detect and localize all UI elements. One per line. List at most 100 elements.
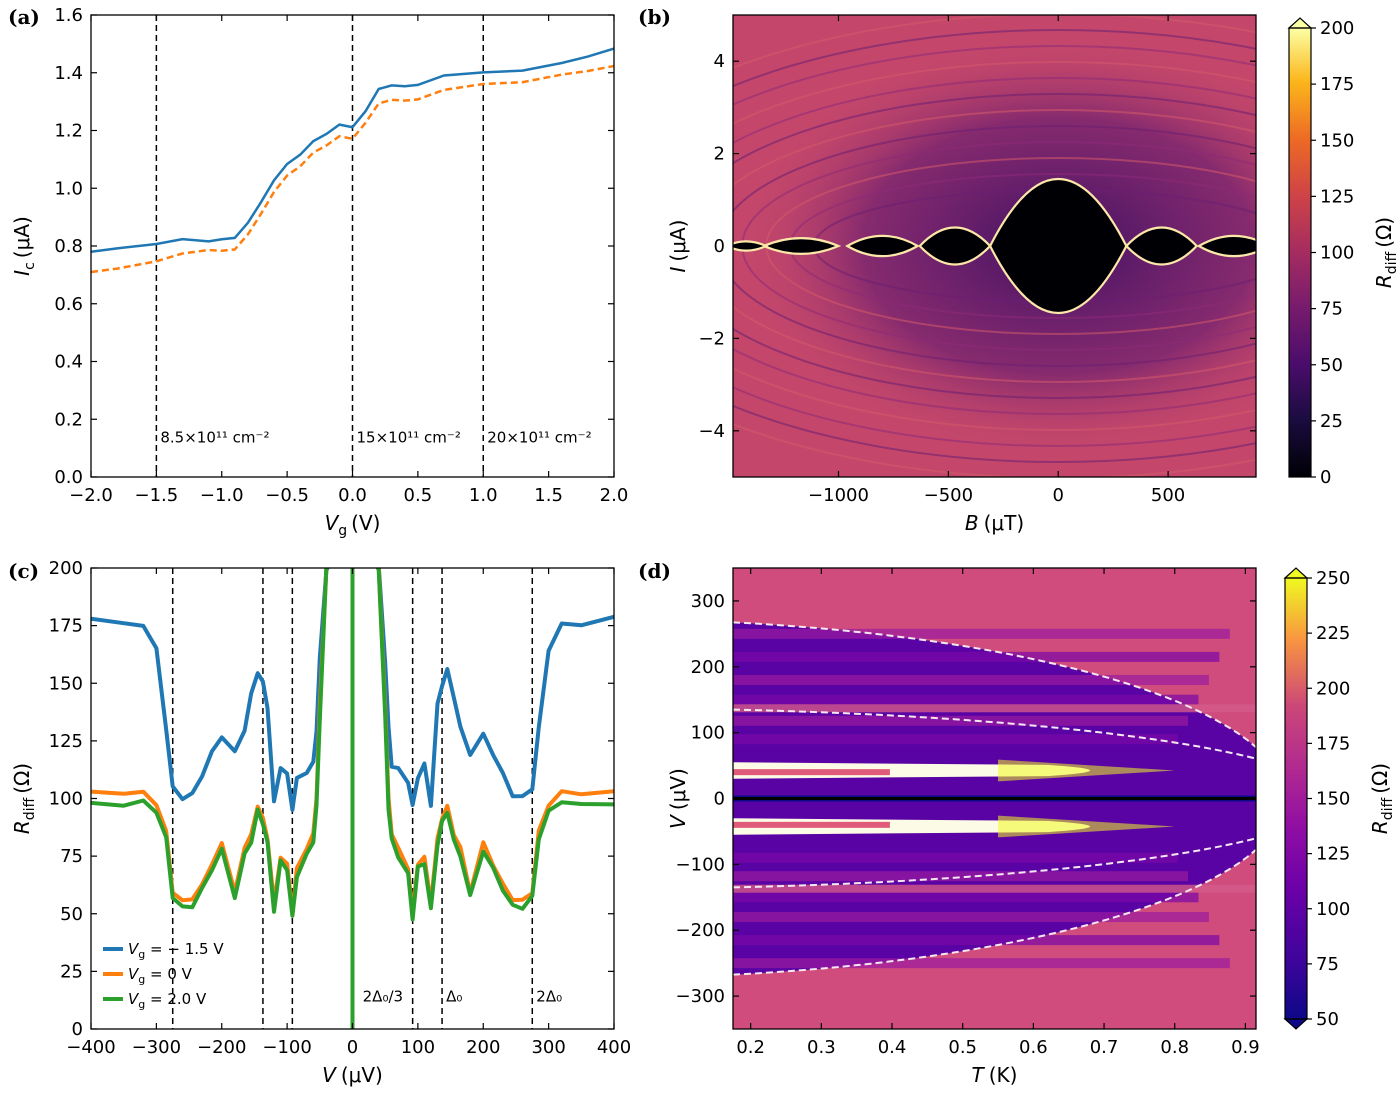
panel-label-b: (b): [638, 5, 671, 29]
x-tick-label: 0.4: [878, 1037, 907, 1058]
interference-fringe: [733, 93, 1256, 399]
x-tick-label: 0.8: [1160, 1037, 1189, 1058]
x-axis-label: T (K): [972, 1063, 1018, 1087]
heatmap-stripe: [733, 958, 1230, 969]
colorbar-label: Rdiff (Ω): [1368, 763, 1396, 834]
heatmap-stripe: [733, 852, 1178, 863]
x-tick-label: −300: [132, 1037, 181, 1058]
y-tick-label: 125: [49, 731, 83, 752]
x-axis-unit: (K): [989, 1063, 1018, 1087]
colorbar-subscript: diff: [1384, 251, 1400, 274]
heatmap-stripe: [733, 694, 1199, 705]
gap-annotation: Δ₀: [446, 987, 462, 1005]
x-tick-label: 1.5: [534, 485, 563, 506]
heatmap-stripe: [733, 935, 1220, 946]
coherence-peak-tail: [998, 815, 1175, 838]
y-tick-label: 1.4: [54, 63, 83, 84]
colorbar-gradient: [1285, 578, 1307, 1019]
colorbar-tick-label: 250: [1316, 568, 1350, 589]
heatmap-stripe: [733, 734, 1178, 745]
colorbar-unit: (Ω): [1372, 217, 1396, 248]
y-tick-label: 0.8: [54, 236, 83, 257]
y-tick-label: 0: [72, 1019, 83, 1040]
x-tick-label: 0.6: [1019, 1037, 1048, 1058]
x-tick-label: 1.0: [469, 485, 498, 506]
x-axis-symbol: B: [965, 511, 979, 535]
density-annotation: 20×10¹¹ cm⁻²: [487, 428, 591, 446]
x-axis-unit: (V): [351, 511, 380, 535]
x-axis-symbol: T: [972, 1063, 986, 1087]
x-tick-label: 200: [466, 1037, 500, 1058]
legend-value: = − 1.5 V: [145, 940, 224, 958]
x-axis-unit: (μT): [984, 511, 1025, 535]
y-tick-label: 1.6: [54, 5, 83, 26]
colorbar-tick-label: 200: [1316, 678, 1350, 699]
y-tick-label: 100: [691, 723, 725, 744]
x-axis-label: Vg (V): [325, 511, 381, 539]
colorbar-tick-label: 175: [1320, 74, 1354, 95]
interference-fringe: [733, 125, 1256, 367]
series-line-solid: [91, 47, 614, 254]
x-axis-subscript: g: [338, 523, 347, 539]
x-tick-label: 2.0: [600, 485, 629, 506]
interference-fringe: [733, 61, 1256, 431]
zero-bias-line: [733, 797, 1256, 800]
zero-resistance-lobe: [733, 240, 769, 252]
y-axis-unit: (μA): [666, 220, 690, 262]
heatmap-stripe: [733, 912, 1209, 923]
legend-subscript: g: [138, 948, 145, 961]
heatmap-stripe: [733, 892, 1199, 903]
x-tick-label: 0.2: [736, 1037, 765, 1058]
panel-d-temperature-map: 0.2 0.3 0.4 0.5 0.6 0.7 0.8 0.9 −300 −200 −100 0 100…: [666, 567, 1396, 1087]
colorbar-tick-label: 100: [1320, 243, 1354, 264]
legend-symbol: V: [128, 965, 140, 983]
colorbar-label: Rdiff (Ω): [1372, 217, 1400, 288]
y-tick-label: 0.2: [54, 409, 83, 430]
y-tick-label: 2: [714, 144, 725, 165]
interference-fringe: [733, 29, 1256, 463]
y-tick-label: 100: [49, 789, 83, 810]
colorbar-tick-label: 200: [1320, 18, 1354, 39]
zero-resistance-lobe: [1196, 234, 1256, 258]
x-tick-label: 0.3: [807, 1037, 836, 1058]
colorbar-tick-label: 150: [1316, 789, 1350, 810]
colorbar-tick-label: 25: [1320, 411, 1343, 432]
legend-value: = 2.0 V: [145, 990, 207, 1008]
y-tick-label: 0: [714, 789, 725, 810]
x-tick-label: 400: [597, 1037, 631, 1058]
y-tick-label: −2: [698, 328, 725, 349]
gap-fit-curve-0: [733, 849, 1256, 976]
heatmap-stripe: [733, 674, 1209, 685]
x-axis-label: B (μT): [965, 511, 1024, 535]
y-tick-label: 175: [49, 616, 83, 637]
zero-resistance-lobe: [760, 237, 842, 255]
y-tick-label: 300: [691, 591, 725, 612]
x-tick-label: 0.5: [404, 485, 433, 506]
x-tick-label: 300: [531, 1037, 565, 1058]
x-tick-label: −0.5: [265, 485, 309, 506]
colorbar-extend-min: [1283, 1018, 1309, 1030]
heatmap-stripe: [733, 871, 1189, 882]
legend-symbol: V: [128, 940, 140, 958]
colorbar-tick-label: 175: [1316, 733, 1350, 754]
x-tick-label: −500: [924, 485, 973, 506]
colorbar-tick-label: 100: [1316, 899, 1350, 920]
y-tick-label: 150: [49, 673, 83, 694]
colorbar-tick-label: 150: [1320, 130, 1354, 151]
colorbar-tick-label: 125: [1320, 186, 1354, 207]
x-tick-label: −1000: [808, 485, 869, 506]
colorbar-symbol: R: [1368, 820, 1392, 834]
y-axis-subscript: c: [22, 262, 38, 270]
colorbar-extend-max: [1283, 567, 1309, 579]
x-tick-label: −1.5: [135, 485, 179, 506]
x-tick-label: 0.9: [1231, 1037, 1260, 1058]
heatmap-stripe: [733, 821, 890, 828]
legend-symbol: V: [128, 990, 140, 1008]
y-axis-unit: (μV): [666, 768, 690, 810]
y-tick-label: 1.2: [54, 121, 83, 142]
gap-annotation: 2Δ₀: [536, 987, 562, 1005]
y-tick-label: −200: [676, 920, 725, 941]
x-axis-symbol: V: [322, 1063, 337, 1087]
colorbar-tick-label: 225: [1316, 623, 1350, 644]
y-tick-label: −4: [698, 421, 725, 442]
